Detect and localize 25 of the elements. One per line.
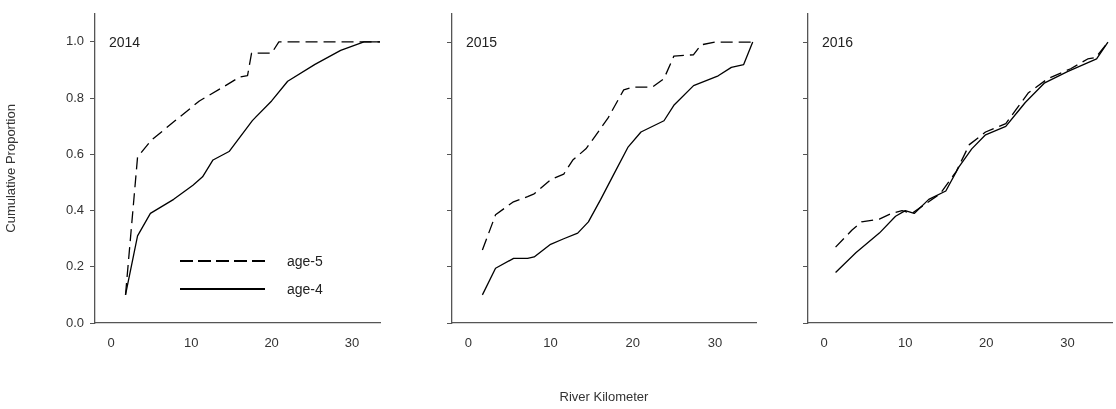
x-tick-label: 30: [344, 335, 360, 351]
text: 2014: [109, 33, 141, 50]
x-tick-label: 30: [1060, 335, 1075, 351]
y-tick-label: 0.8: [65, 89, 84, 105]
text: 2015: [466, 33, 498, 50]
x-tick-label: 20: [625, 335, 640, 351]
legend-label: age-4: [287, 281, 323, 297]
x-tick-label: 0: [820, 335, 828, 351]
y-tick-label: 0.2: [65, 258, 84, 274]
text: 2016: [822, 33, 854, 50]
x-tick-label: 0: [464, 335, 473, 351]
x-axis-title: River Kilometer: [559, 388, 650, 404]
x-tick-label: 20: [264, 335, 279, 351]
x-tick-label: 10: [898, 335, 913, 351]
x-tick-label: 30: [707, 335, 723, 351]
y-axis-title: Cumulative Proportion: [3, 104, 19, 233]
x-tick-label: 10: [543, 335, 558, 351]
y-tick-label: 0.6: [65, 145, 84, 161]
y-tick-label: 0.0: [65, 314, 84, 330]
x-tick-label: 0: [107, 335, 115, 351]
x-tick-label: 20: [979, 335, 994, 351]
x-tick-label: 10: [184, 335, 199, 351]
y-tick-label: 0.4: [65, 202, 84, 218]
y-tick-label: 1.0: [65, 33, 84, 49]
legend-label: age-5: [287, 253, 323, 269]
